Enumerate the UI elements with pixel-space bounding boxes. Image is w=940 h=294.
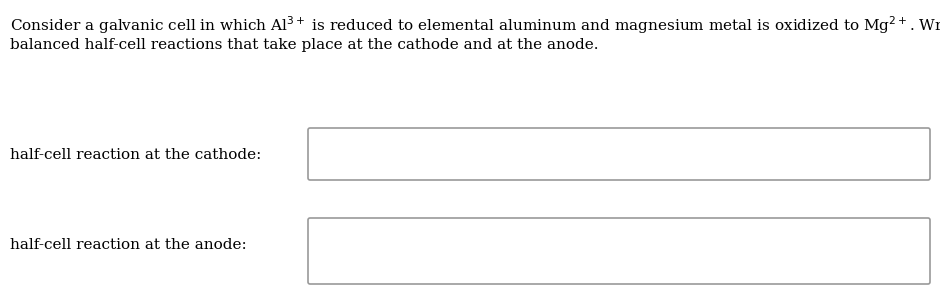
Text: balanced half-cell reactions that take place at the cathode and at the anode.: balanced half-cell reactions that take p…: [10, 38, 599, 52]
Text: Consider a galvanic cell in which Al$^{3+}$ is reduced to elemental aluminum and: Consider a galvanic cell in which Al$^{3…: [10, 14, 940, 36]
Text: half-cell reaction at the cathode:: half-cell reaction at the cathode:: [10, 148, 261, 162]
FancyBboxPatch shape: [308, 218, 930, 284]
Text: half-cell reaction at the anode:: half-cell reaction at the anode:: [10, 238, 246, 252]
FancyBboxPatch shape: [308, 128, 930, 180]
